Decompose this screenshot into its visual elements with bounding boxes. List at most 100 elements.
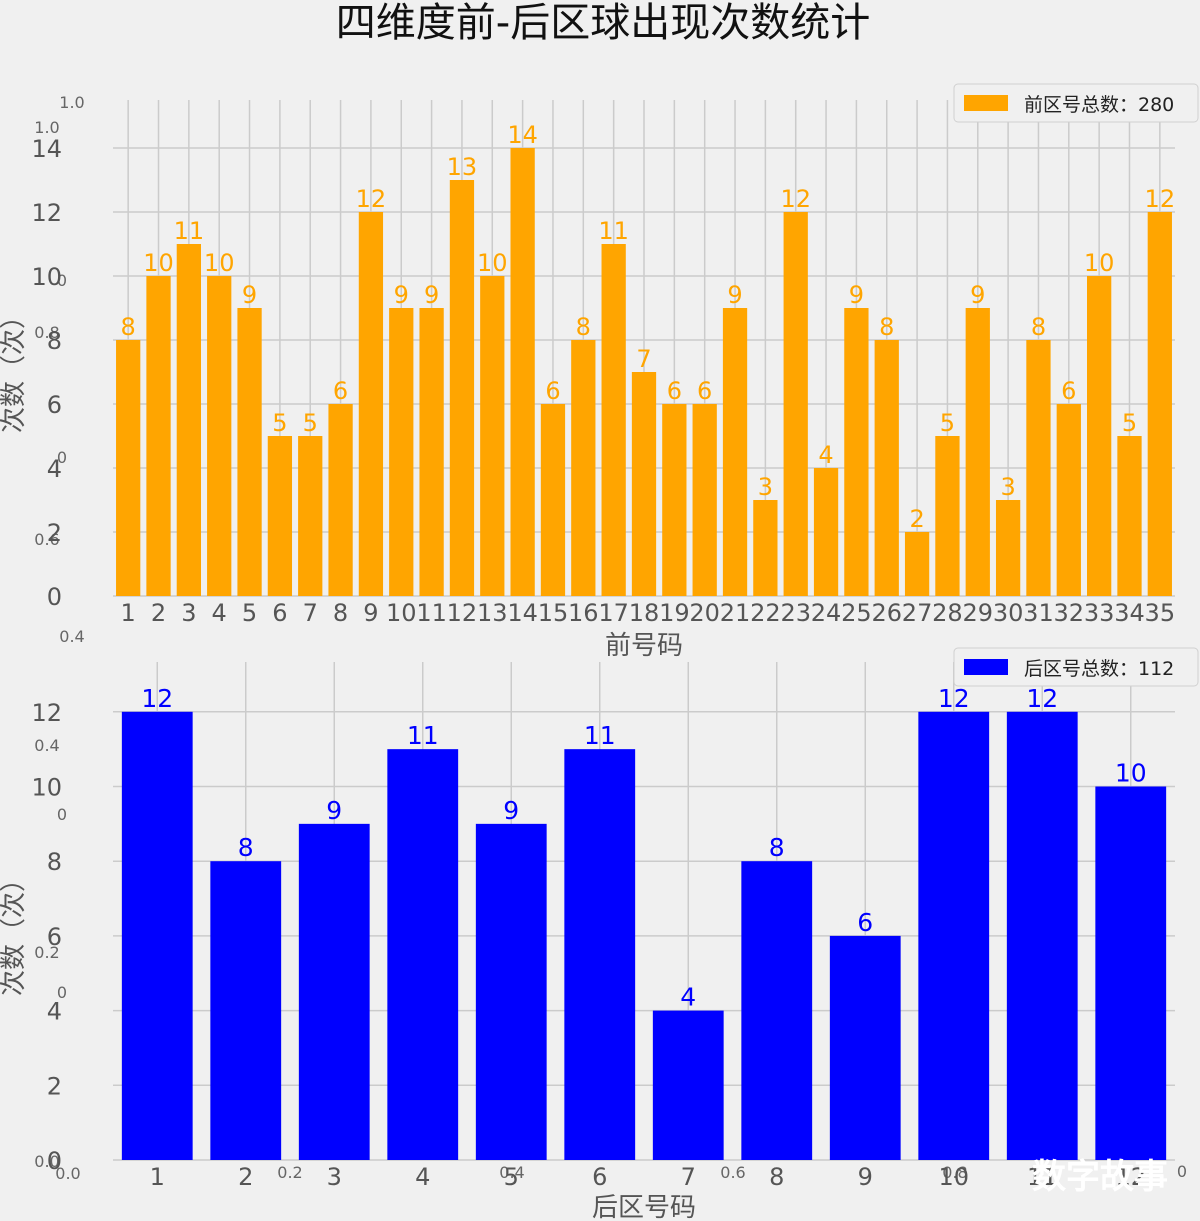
data-label: 12 — [938, 684, 970, 713]
data-label: 6 — [857, 908, 873, 937]
ghost-tick-label: 0.8 — [942, 1163, 967, 1182]
ghost-tick-label: 0 — [57, 271, 67, 290]
bar — [1087, 276, 1112, 596]
y-tick-label: 0 — [47, 583, 62, 611]
y-tick-label: 12 — [31, 699, 62, 727]
y-tick-label: 4 — [47, 455, 62, 483]
data-label: 8 — [121, 313, 136, 341]
data-label: 10 — [1084, 249, 1115, 277]
bar — [1117, 436, 1142, 596]
data-label: 9 — [503, 796, 519, 825]
ghost-tick-label: 0.2 — [34, 943, 59, 962]
data-label: 4 — [818, 441, 833, 469]
x-tick-label: 18 — [629, 599, 660, 627]
bar — [510, 148, 535, 596]
bar — [419, 308, 444, 596]
x-tick-label: 26 — [871, 599, 902, 627]
data-label: 7 — [636, 345, 651, 373]
data-label: 11 — [598, 217, 629, 245]
y-tick-label: 6 — [47, 391, 62, 419]
data-label: 8 — [576, 313, 591, 341]
x-tick-label: 8 — [769, 1163, 784, 1191]
data-label: 9 — [394, 281, 409, 309]
x-tick-label: 1 — [121, 599, 136, 627]
data-label: 10 — [204, 249, 235, 277]
legend-box — [953, 647, 1199, 687]
data-label: 14 — [507, 121, 538, 149]
bar — [813, 468, 839, 596]
data-label: 6 — [545, 377, 560, 405]
x-tick-label: 3 — [327, 1163, 342, 1191]
ghost-tick-label: 0.4 — [499, 1163, 524, 1182]
bar — [387, 749, 459, 1160]
x-tick-label: 31 — [1023, 599, 1054, 627]
y-tick-label: 2 — [47, 1072, 62, 1100]
legend-box — [953, 83, 1199, 123]
x-tick-label: 27 — [902, 599, 933, 627]
bar — [1095, 786, 1167, 1160]
bar — [753, 500, 778, 596]
watermark: 数字故事 — [1032, 1157, 1168, 1197]
data-label: 6 — [1061, 377, 1076, 405]
x-tick-label: 35 — [1145, 599, 1176, 627]
x-tick-label: 10 — [386, 599, 417, 627]
x-tick-label: 3 — [181, 599, 196, 627]
bar — [1026, 340, 1051, 596]
data-label: 11 — [174, 217, 205, 245]
y-axis-label: 次数（次） — [0, 303, 29, 433]
bar — [358, 212, 384, 596]
x-tick-label: 7 — [681, 1163, 696, 1191]
x-tick-label: 12 — [447, 599, 478, 627]
bar — [237, 308, 262, 596]
y-axis-label: 次数（次） — [0, 866, 29, 996]
bar — [540, 404, 566, 596]
bar — [935, 436, 960, 596]
data-label: 8 — [238, 833, 254, 862]
x-tick-label: 34 — [1114, 599, 1145, 627]
x-tick-label: 2 — [238, 1163, 253, 1191]
ghost-tick-label: 0.2 — [277, 1163, 302, 1182]
data-label: 6 — [333, 377, 348, 405]
bar — [475, 823, 547, 1160]
bar — [1056, 404, 1081, 596]
ghost-tick-label: 0 — [57, 448, 67, 467]
data-label: 8 — [769, 833, 785, 862]
bar — [267, 436, 293, 596]
x-tick-label: 21 — [720, 599, 751, 627]
bar — [874, 340, 899, 596]
bar — [844, 308, 869, 596]
bar — [829, 935, 901, 1160]
ghost-tick-label: 0.4 — [59, 627, 84, 646]
bar — [1147, 212, 1172, 596]
x-tick-label: 4 — [415, 1163, 430, 1191]
data-label: 5 — [303, 409, 318, 437]
ghost-overlay-ticks: 1.01.000.800.60.40.400.200.00.0 0.2 0.4 0.6… — [34, 93, 1187, 1183]
y-tick-label: 6 — [47, 923, 62, 951]
chart-title: 四维度前-后区球出现次数统计 — [336, 0, 870, 46]
ghost-tick-label: 0 — [57, 805, 67, 824]
data-label: 5 — [1122, 409, 1137, 437]
data-label: 12 — [141, 684, 173, 713]
data-label: 9 — [242, 281, 257, 309]
y-tick-label: 4 — [47, 998, 62, 1026]
x-tick-label: 13 — [477, 599, 508, 627]
y-tick-label: 12 — [31, 199, 62, 227]
y-tick-label: 14 — [31, 135, 62, 163]
bar — [904, 532, 930, 596]
data-label: 12 — [1026, 684, 1058, 713]
data-label: 10 — [143, 249, 174, 277]
bar — [146, 276, 171, 596]
back-zone-chart: 0 2 4 6 8 10 12 12 1 8 2 9 3 11 4 9 5 11 6 4 7 8 8 6 9 12 10 12 11 10… — [0, 647, 1199, 1221]
bar — [480, 276, 505, 596]
bar — [564, 749, 636, 1160]
x-tick-label: 32 — [1054, 599, 1085, 627]
x-tick-label: 30 — [993, 599, 1024, 627]
x-tick-label: 9 — [363, 599, 378, 627]
ghost-tick-label: 0 — [1177, 1162, 1187, 1181]
x-tick-label: 28 — [932, 599, 963, 627]
bar — [662, 404, 687, 596]
bar — [571, 340, 596, 596]
bar — [328, 404, 353, 596]
bar — [965, 308, 990, 596]
